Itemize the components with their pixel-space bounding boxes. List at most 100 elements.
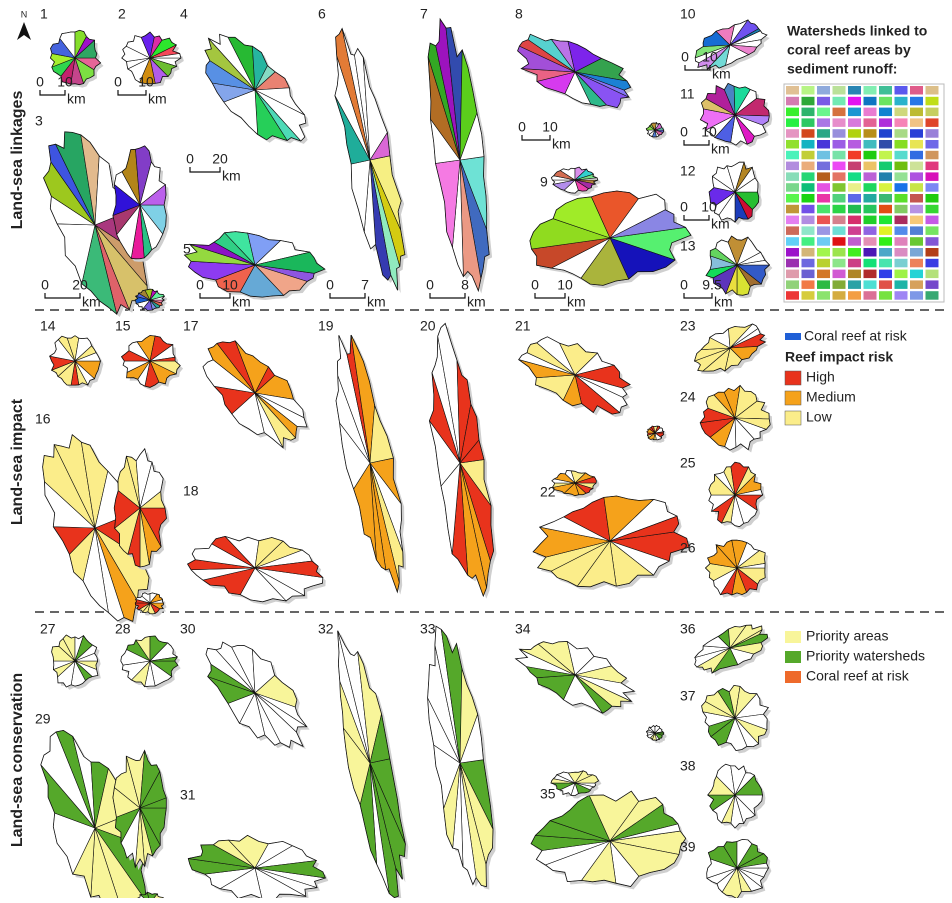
legend-swatch [926,216,939,225]
island-map [700,386,773,453]
panel-number: 11 [680,86,695,102]
legend-swatch [833,226,846,235]
panel-number: 20 [420,318,436,334]
legend-swatch [848,86,861,95]
island-map [533,471,692,590]
legend-swatch [926,129,939,138]
legend-swatch [848,151,861,160]
island-map [50,336,104,388]
legend-swatch [848,291,861,300]
legend-title: sediment runoff: [787,61,897,77]
legend-swatch [910,162,923,171]
legend-swatch [895,129,908,138]
legend-label: Priority watersheds [806,648,925,664]
legend-label: High [806,369,835,385]
legend-swatch [848,183,861,192]
legend-swatch [879,270,892,279]
legend-swatch [786,270,799,279]
legend-swatch [817,151,830,160]
legend-swatch [848,205,861,214]
legend-swatch [817,291,830,300]
legend-swatch [910,172,923,181]
legend-swatch [926,205,939,214]
legend-swatch [786,226,799,235]
scale-bar [684,215,709,220]
scale-length: 10 [542,119,558,135]
legend-swatch [833,291,846,300]
panel-number: 29 [35,711,51,727]
legend-swatch [910,270,923,279]
panel-number: 32 [318,621,334,637]
legend-swatch [817,86,830,95]
legend-swatch [817,97,830,106]
legend-swatch [786,259,799,268]
panel-number: 16 [35,411,51,427]
legend-swatch [879,205,892,214]
scale-unit: km [552,136,571,152]
legend-swatch [817,140,830,149]
legend-swatch [895,172,908,181]
legend-swatch [895,270,908,279]
legend-swatch [926,270,939,279]
legend-swatch [910,280,923,289]
legend-swatch [864,270,877,279]
legend-swatch [848,162,861,171]
legend-swatch [895,194,908,203]
legend-swatch [817,259,830,268]
legend-swatch [879,162,892,171]
legend-label: Low [806,409,833,425]
legend-swatch [817,118,830,127]
legend-swatch [879,172,892,181]
legend-swatch [848,108,861,117]
scale-length: 10 [701,199,717,215]
legend-swatch [910,151,923,160]
row-label: Land-sea impact [9,398,26,525]
legend-swatch [786,183,799,192]
legend-swatch [785,333,801,340]
legend-swatch [895,86,908,95]
legend-swatch [786,248,799,257]
scale-length: 10 [557,277,573,293]
legend-swatch [802,291,815,300]
panel-number: 35 [540,786,556,802]
scale-zero: 0 [326,277,334,293]
legend-swatch [910,129,923,138]
island-map [44,132,170,317]
legend-swatch [895,183,908,192]
panel-number: 39 [680,839,696,855]
legend-swatch [848,270,861,279]
legend-swatch [833,216,846,225]
scale-length: 8 [461,277,469,293]
legend-title: Watersheds linked to [787,23,927,39]
scale-bar [200,293,230,298]
legend-swatch [895,259,908,268]
legend-swatch [879,237,892,246]
legend-swatch [910,259,923,268]
legend-swatch [879,291,892,300]
panel-number: 23 [680,318,696,334]
legend-border [784,84,944,302]
panel-number: 26 [680,540,696,556]
scale-length: 10 [702,49,718,65]
legend-swatch [926,248,939,257]
legend-swatch [786,291,799,300]
panel-number: 31 [180,787,196,803]
legend-swatch [817,270,830,279]
legend-swatch [910,140,923,149]
legend-swatch [833,129,846,138]
legend-swatch [895,108,908,117]
legend-swatch [802,237,815,246]
panel-number: 28 [115,621,131,637]
legend-swatch [879,280,892,289]
island-map [43,435,170,624]
legend-swatch [879,259,892,268]
legend-swatch [786,151,799,160]
legend-swatch [848,237,861,246]
legend-swatch [817,162,830,171]
legend-swatch [879,140,892,149]
legend-swatch [785,651,801,663]
legend-label: Coral reef at risk [804,328,908,344]
scale-unit: km [567,294,586,310]
legend-swatch [833,97,846,106]
legend-swatch [817,129,830,138]
